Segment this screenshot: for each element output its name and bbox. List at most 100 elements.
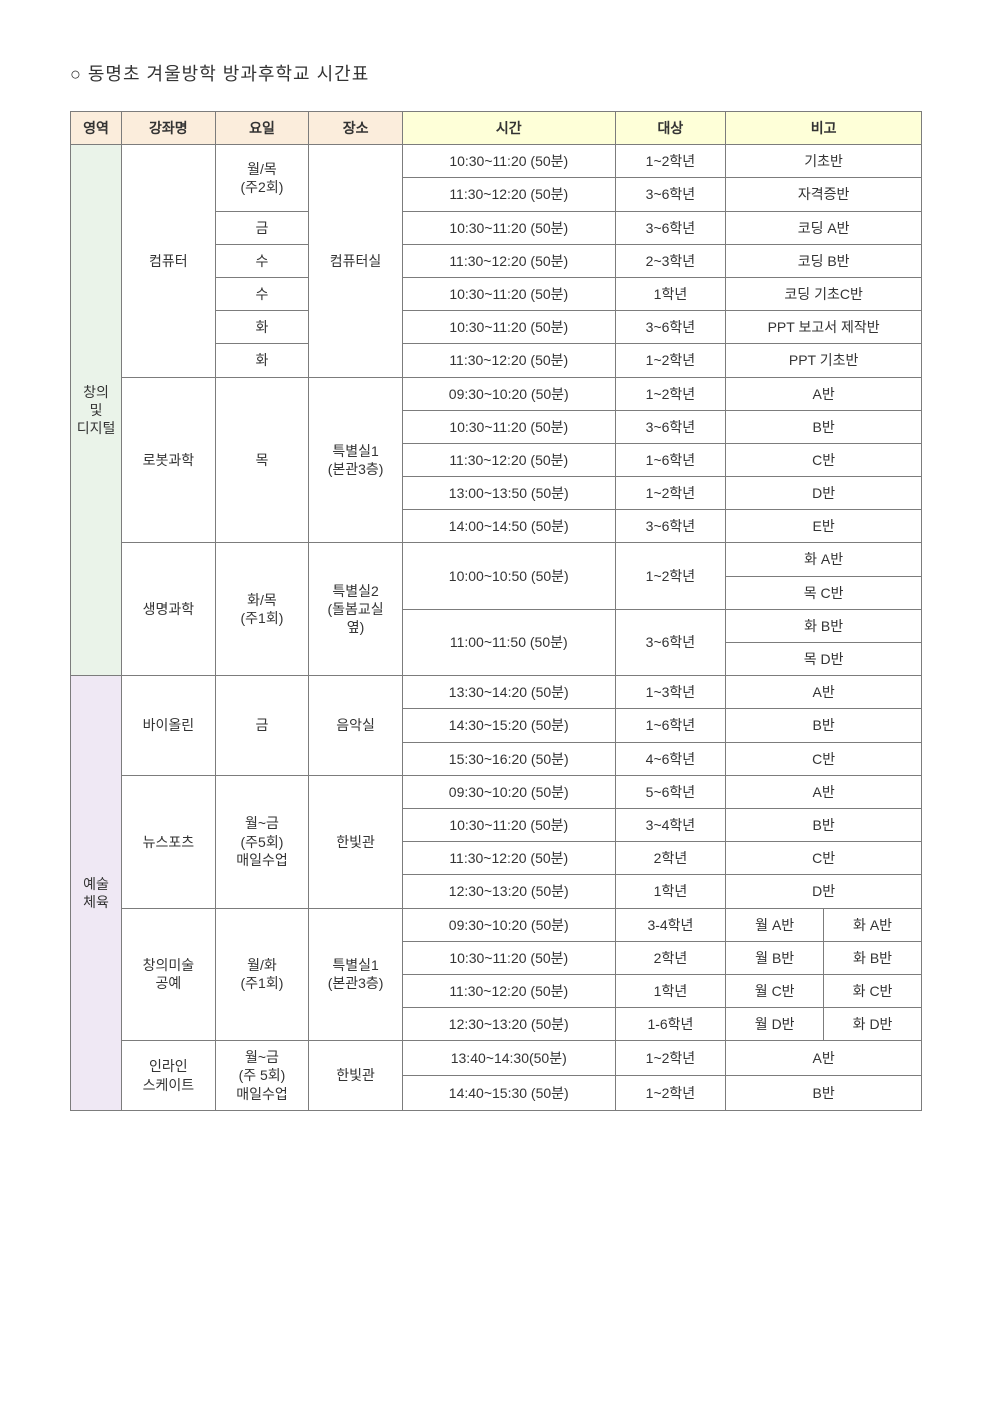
place-cell: 특별실1 (본관3층) [309, 908, 403, 1041]
table-row: 생명과학 화/목 (주1회) 특별실2 (돌봄교실 옆) 10:00~10:50… [71, 543, 922, 576]
target-cell: 2~3학년 [615, 244, 726, 277]
day-cell: 화 [215, 311, 309, 344]
time-cell: 15:30~16:20 (50분) [402, 742, 615, 775]
target-cell: 1-6학년 [615, 1008, 726, 1041]
time-cell: 12:30~13:20 (50분) [402, 875, 615, 908]
time-cell: 10:30~11:20 (50분) [402, 277, 615, 310]
table-row: 창의미술 공예 월/화 (주1회) 특별실1 (본관3층) 09:30~10:2… [71, 908, 922, 941]
time-cell: 13:30~14:20 (50분) [402, 676, 615, 709]
time-cell: 10:30~11:20 (50분) [402, 211, 615, 244]
note-cell: C반 [726, 742, 922, 775]
time-cell: 10:30~11:20 (50분) [402, 145, 615, 178]
time-cell: 11:30~12:20 (50분) [402, 842, 615, 875]
note-cell: 화 C반 [824, 974, 922, 1007]
course-art: 창의미술 공예 [122, 908, 216, 1041]
page-title: ○ 동명초 겨울방학 방과후학교 시간표 [70, 60, 922, 86]
day-cell: 금 [215, 676, 309, 776]
col-day: 요일 [215, 112, 309, 145]
note-cell: 월 B반 [726, 941, 824, 974]
table-row: 뉴스포츠 월~금 (주5회) 매일수업 한빛관 09:30~10:20 (50분… [71, 775, 922, 808]
target-cell: 1학년 [615, 875, 726, 908]
note-cell: B반 [726, 709, 922, 742]
note-cell: 화 A반 [726, 543, 922, 576]
time-cell: 11:30~12:20 (50분) [402, 443, 615, 476]
time-cell: 13:00~13:50 (50분) [402, 477, 615, 510]
place-cell: 음악실 [309, 676, 403, 776]
time-cell: 13:40~14:30(50분) [402, 1041, 615, 1076]
target-cell: 5~6학년 [615, 775, 726, 808]
time-cell: 11:30~12:20 (50분) [402, 974, 615, 1007]
place-cell: 한빛관 [309, 775, 403, 908]
note-cell: 화 B반 [824, 941, 922, 974]
note-cell: 코딩 기초C반 [726, 277, 922, 310]
day-cell: 월/목 (주2회) [215, 145, 309, 211]
day-cell: 월/화 (주1회) [215, 908, 309, 1041]
note-cell: 코딩 A반 [726, 211, 922, 244]
target-cell: 3~6학년 [615, 211, 726, 244]
note-cell: 화 D반 [824, 1008, 922, 1041]
target-cell: 1학년 [615, 277, 726, 310]
note-cell: C반 [726, 842, 922, 875]
target-cell: 2학년 [615, 842, 726, 875]
col-note: 비고 [726, 112, 922, 145]
target-cell: 1~2학년 [615, 1076, 726, 1111]
note-cell: E반 [726, 510, 922, 543]
time-cell: 09:30~10:20 (50분) [402, 377, 615, 410]
col-target: 대상 [615, 112, 726, 145]
time-cell: 10:30~11:20 (50분) [402, 808, 615, 841]
course-robot: 로봇과학 [122, 377, 216, 543]
target-cell: 1~2학년 [615, 377, 726, 410]
course-life: 생명과학 [122, 543, 216, 676]
table-row: 인라인 스케이트 월~금 (주 5회) 매일수업 한빛관 13:40~14:30… [71, 1041, 922, 1076]
place-cell: 특별실2 (돌봄교실 옆) [309, 543, 403, 676]
day-cell: 월~금 (주5회) 매일수업 [215, 775, 309, 908]
target-cell: 1~2학년 [615, 543, 726, 609]
note-cell: 월 A반 [726, 908, 824, 941]
note-cell: A반 [726, 377, 922, 410]
time-cell: 14:30~15:20 (50분) [402, 709, 615, 742]
time-cell: 09:30~10:20 (50분) [402, 775, 615, 808]
note-cell: D반 [726, 875, 922, 908]
time-cell: 14:40~15:30 (50분) [402, 1076, 615, 1111]
note-cell: B반 [726, 410, 922, 443]
note-cell: D반 [726, 477, 922, 510]
target-cell: 1~2학년 [615, 477, 726, 510]
note-cell: A반 [726, 676, 922, 709]
timetable: 영역 강좌명 요일 장소 시간 대상 비고 창의 및 디지털 컴퓨터 월/목 (… [70, 111, 922, 1111]
target-cell: 1~2학년 [615, 145, 726, 178]
target-cell: 2학년 [615, 941, 726, 974]
table-header-row: 영역 강좌명 요일 장소 시간 대상 비고 [71, 112, 922, 145]
note-cell: PPT 기초반 [726, 344, 922, 377]
col-place: 장소 [309, 112, 403, 145]
day-cell: 화 [215, 344, 309, 377]
note-cell: 월 C반 [726, 974, 824, 1007]
target-cell: 1~3학년 [615, 676, 726, 709]
target-cell: 1~2학년 [615, 344, 726, 377]
time-cell: 14:00~14:50 (50분) [402, 510, 615, 543]
time-cell: 11:00~11:50 (50분) [402, 609, 615, 675]
target-cell: 1~2학년 [615, 1041, 726, 1076]
day-cell: 금 [215, 211, 309, 244]
time-cell: 11:30~12:20 (50분) [402, 244, 615, 277]
note-cell: A반 [726, 1041, 922, 1076]
note-cell: 화 A반 [824, 908, 922, 941]
col-area: 영역 [71, 112, 122, 145]
day-cell: 목 [215, 377, 309, 543]
day-cell: 수 [215, 244, 309, 277]
place-cell: 컴퓨터실 [309, 145, 403, 377]
time-cell: 10:00~10:50 (50분) [402, 543, 615, 609]
target-cell: 3~6학년 [615, 410, 726, 443]
note-cell: B반 [726, 808, 922, 841]
course-violin: 바이올린 [122, 676, 216, 776]
course-inline: 인라인 스케이트 [122, 1041, 216, 1111]
target-cell: 3~6학년 [615, 510, 726, 543]
day-cell: 수 [215, 277, 309, 310]
target-cell: 3~6학년 [615, 609, 726, 675]
note-cell: 목 D반 [726, 643, 922, 676]
col-time: 시간 [402, 112, 615, 145]
target-cell: 4~6학년 [615, 742, 726, 775]
table-row: 예술 체육 바이올린 금 음악실 13:30~14:20 (50분) 1~3학년… [71, 676, 922, 709]
time-cell: 11:30~12:20 (50분) [402, 344, 615, 377]
col-course: 강좌명 [122, 112, 216, 145]
target-cell: 1학년 [615, 974, 726, 1007]
